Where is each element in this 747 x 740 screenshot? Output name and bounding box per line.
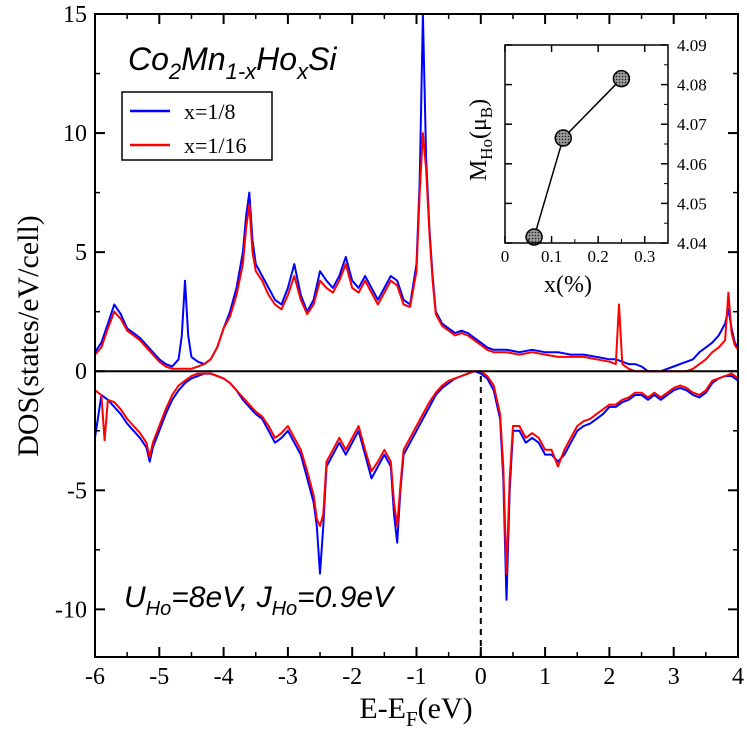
x-tick-label: -1 (407, 664, 427, 690)
inset-y-axis-label: MHo(μB) (466, 99, 496, 181)
x-axis-label: E-EF(eV) (359, 692, 472, 731)
compound-title: Co2Mn1-xHoxSi (128, 41, 337, 84)
x-tick-label: 3 (668, 664, 680, 690)
inset-x-tick-label: 0.3 (634, 247, 655, 266)
dos-line-series-1-spin-down (95, 370, 738, 575)
inset-y-tick-label: 4.04 (677, 234, 707, 253)
legend: x=1/8 x=1/16 (121, 91, 273, 161)
x-tick-label: -2 (342, 664, 362, 690)
x-tick-label: -5 (149, 664, 169, 690)
inset-y-tick-label: 4.06 (677, 155, 707, 174)
inset-data-point (612, 69, 631, 88)
inset-series (525, 69, 631, 246)
inset-x-axis-label: x(%) (544, 272, 592, 298)
inset-x-tick-label: 0.1 (541, 247, 562, 266)
inset-data-point (554, 129, 572, 147)
dos-series-group (95, 14, 738, 601)
y-tick-label: -10 (55, 597, 87, 623)
x-tick-label: -6 (85, 664, 105, 690)
inset-y-tick-label: 4.09 (677, 36, 707, 55)
y-axis-label: DOS(states/eV/cell) (12, 215, 45, 457)
legend-label-x-1-8: x=1/8 (184, 99, 236, 124)
dos-line-series-0-spin-up (95, 14, 738, 373)
inset-moment-plot: 0 0.1 0.2 0.34.044.054.064.074.084.09 x(%) … (466, 36, 707, 298)
x-tick-label: 2 (603, 664, 615, 690)
x-tick-label: 1 (539, 664, 551, 690)
legend-label-x-1-16: x=1/16 (184, 133, 247, 158)
inset-x-tick-label: 0.2 (588, 247, 609, 266)
inset-data-point (525, 228, 543, 246)
inset-y-tick-label: 4.07 (677, 115, 707, 134)
y-tick-label: 5 (75, 240, 87, 266)
hubbard-annotation: UHo=8eV, JHo=0.9eV (124, 581, 396, 620)
y-tick-label: 15 (63, 2, 87, 28)
inset-y-tick-label: 4.08 (677, 76, 707, 95)
inset-axis-ticks: 0 0.1 0.2 0.3 4.04 4.05 4.06 4.07 4.08 4.09 (501, 36, 708, 266)
inset-x-tick-label: 0 (501, 247, 510, 266)
legend-box (121, 91, 273, 161)
inset-y-tick-label: 4.05 (677, 194, 707, 213)
inset-background (505, 45, 668, 243)
x-tick-label: 4 (732, 664, 744, 690)
y-tick-label: -5 (67, 478, 87, 504)
y-tick-label: 10 (63, 121, 87, 147)
x-tick-label: -3 (278, 664, 298, 690)
x-tick-label: -4 (214, 664, 234, 690)
dos-line-series-0-spin-down (95, 370, 738, 601)
y-tick-label: 0 (75, 359, 87, 385)
x-tick-label: 0 (475, 664, 487, 690)
